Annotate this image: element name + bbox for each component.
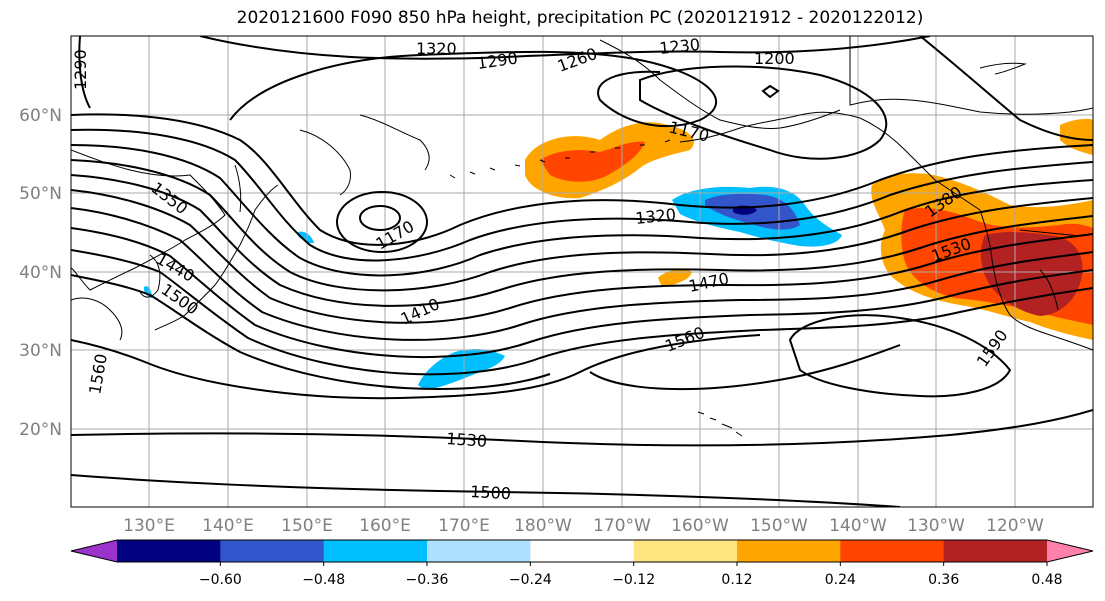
- colorbar-segment: [427, 540, 531, 562]
- colorbar-tick-label: −0.48: [302, 572, 345, 588]
- lon-label: 170°W: [593, 516, 651, 536]
- contour-label: 1500: [470, 482, 512, 503]
- plot-frame: [70, 35, 1094, 508]
- lon-label: 120°W: [986, 516, 1044, 536]
- lon-label: 180°W: [514, 516, 572, 536]
- colorbar-extend-min: [71, 540, 117, 562]
- lon-label: 130°W: [907, 516, 965, 536]
- colorbar-segment: [117, 540, 221, 562]
- colorbar-segment: [530, 540, 635, 562]
- colorbar-segment: [737, 540, 841, 562]
- colorbar-tick-label: 0.12: [721, 572, 752, 588]
- colorbar-segment: [220, 540, 325, 562]
- colorbar-tick-label: 0.48: [1031, 572, 1062, 588]
- lon-label: 160°E: [359, 516, 411, 536]
- colorbar-tick-label: −0.36: [406, 572, 449, 588]
- lat-label: 20°N: [19, 420, 62, 440]
- colorbar-tick-label: 0.24: [825, 572, 856, 588]
- colorbar-tick-label: −0.24: [509, 572, 552, 588]
- colorbar-segment: [633, 540, 738, 562]
- lon-label: 140°E: [202, 516, 254, 536]
- latitude-labels: 60°N 50°N 40°N 30°N 20°N: [19, 106, 62, 440]
- colorbar-segment: [323, 540, 428, 562]
- map-title: 2020121600 F090 850 hPa height, precipit…: [236, 8, 924, 28]
- colorbar-extend-max: [1047, 540, 1093, 562]
- lon-label: 150°W: [750, 516, 808, 536]
- colorbar-tick-label: −0.12: [612, 572, 655, 588]
- gridlines: [71, 36, 1093, 507]
- lat-label: 60°N: [19, 106, 62, 126]
- contour-label: 1320: [416, 39, 457, 58]
- lon-label: 140°W: [829, 516, 887, 536]
- contour-label: 1230: [658, 35, 700, 58]
- longitude-labels: 130°E 140°E 150°E 160°E 170°E 180°W 170°…: [123, 516, 1044, 536]
- lon-label: 170°E: [438, 516, 490, 536]
- colorbar-segment: [943, 540, 1048, 562]
- lon-label: 160°W: [671, 516, 729, 536]
- contour-label: 1530: [446, 429, 488, 451]
- contour-label: 1290: [71, 49, 90, 90]
- colorbar-tick-label: 0.36: [928, 572, 959, 588]
- lon-label: 130°E: [123, 516, 175, 536]
- colorbar-segment: [840, 540, 945, 562]
- lon-label: 150°E: [281, 516, 333, 536]
- height-contours: [71, 36, 1093, 507]
- colorbar: −0.60 −0.48 −0.36 −0.24 −0.12 0.12 0.24 0.36 0.4…: [70, 539, 1094, 588]
- lat-label: 40°N: [19, 263, 62, 283]
- lat-label: 50°N: [19, 184, 62, 204]
- colorbar-frame: [70, 539, 1094, 563]
- lat-label: 30°N: [19, 341, 62, 361]
- contour-label: 1320: [634, 205, 676, 228]
- colorbar-tick-label: −0.60: [199, 572, 242, 588]
- contour-label: 1200: [754, 49, 795, 68]
